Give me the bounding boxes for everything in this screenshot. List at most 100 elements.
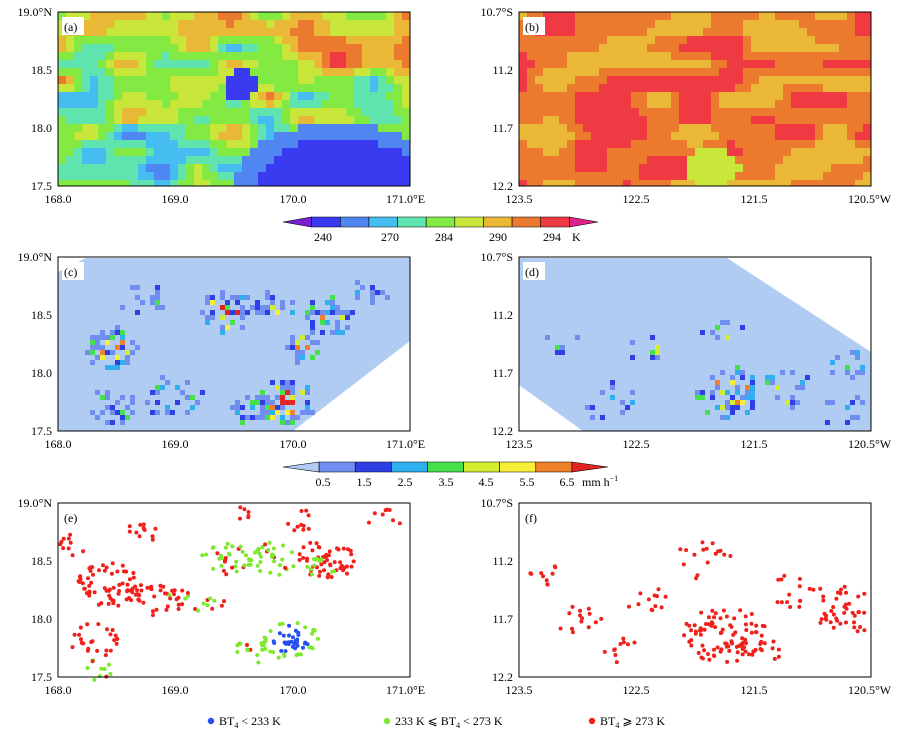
b-cells-cell-649 bbox=[783, 124, 792, 133]
a-cells-cell-917 bbox=[354, 172, 363, 181]
f-dots-dot-86 bbox=[731, 632, 736, 637]
a-cells-cell-693 bbox=[322, 132, 331, 141]
b-cells-cell-412 bbox=[647, 84, 656, 93]
a-cells-cell-715 bbox=[146, 140, 155, 149]
c-cells-cell-344 bbox=[235, 405, 240, 410]
f-dots-dot-219 bbox=[552, 564, 557, 569]
b-cells-cell-502 bbox=[663, 100, 672, 109]
d-cells-cell-112 bbox=[590, 415, 595, 420]
a-cells-cell-43 bbox=[402, 12, 411, 21]
d-cells-cell-102 bbox=[585, 405, 590, 410]
a-cells-cell-772 bbox=[250, 148, 259, 157]
f-dots-dot-115 bbox=[852, 625, 857, 630]
e-dots-dot-160 bbox=[255, 563, 260, 568]
a-cells-cell-916 bbox=[346, 172, 355, 181]
b-cells-cell-631 bbox=[639, 124, 648, 133]
b-cells-cell-468 bbox=[743, 92, 752, 101]
b-cells-cell-734 bbox=[759, 140, 768, 149]
b-cells-cell-915 bbox=[799, 172, 808, 181]
a-cells-cell-766 bbox=[202, 148, 211, 157]
b-cells-cell-958 bbox=[791, 180, 800, 187]
d-cells-cell-69 bbox=[765, 380, 770, 385]
b-cells-cell-728 bbox=[711, 140, 720, 149]
a-cells-cell-433 bbox=[354, 84, 363, 93]
e-dots-dot-133 bbox=[224, 572, 229, 577]
b-cells-cell-3 bbox=[543, 12, 552, 21]
a-cells-cell-518 bbox=[330, 100, 339, 109]
b-cells-cell-166 bbox=[791, 36, 800, 45]
b-cells-cell-860 bbox=[711, 164, 720, 173]
a-cells-cell-389 bbox=[354, 76, 363, 85]
a-cells-cell-241 bbox=[226, 52, 235, 61]
f-dots-dot-34 bbox=[735, 658, 740, 663]
b-cells-cell-758 bbox=[599, 148, 608, 157]
b-cells-cell-656 bbox=[839, 124, 848, 133]
d-cells-cell-55 bbox=[750, 380, 755, 385]
a-cells-cell-463 bbox=[242, 92, 251, 101]
b-cells-cell-480 bbox=[839, 92, 848, 101]
b-cells-cell-867 bbox=[767, 164, 776, 173]
b-cells-cell-485 bbox=[527, 100, 536, 109]
a-cells-cell-316 bbox=[122, 68, 131, 77]
b-cells-cell-283 bbox=[671, 60, 680, 69]
e-dots-dot-55 bbox=[102, 586, 107, 591]
a-cells-cell-507 bbox=[242, 100, 251, 109]
e-dots-dot-263 bbox=[96, 622, 101, 627]
b-cells-cell-113 bbox=[719, 28, 728, 37]
c-cells-cell-370 bbox=[295, 345, 300, 350]
a-cells-cell-181 bbox=[98, 44, 107, 53]
f-dots-dot-5 bbox=[749, 612, 754, 616]
d-cells-cell-22 bbox=[720, 370, 725, 375]
a-cells-cell-467 bbox=[274, 92, 283, 101]
a-cells-cell-14 bbox=[170, 12, 179, 21]
b-cells-cell-747 bbox=[863, 140, 872, 149]
b-cells-cell-726 bbox=[695, 140, 704, 149]
b-cells-cell-766 bbox=[663, 148, 672, 157]
b-cells-cell-748 bbox=[519, 148, 528, 157]
a-cells-cell-556 bbox=[282, 108, 291, 117]
b-cells-cell-600 bbox=[743, 116, 752, 125]
f-dots-dot-184 bbox=[829, 609, 834, 613]
a-cells-cell-714 bbox=[138, 140, 147, 149]
b-cells-cell-2 bbox=[535, 12, 544, 21]
a-cells-cell-707 bbox=[82, 140, 91, 149]
a-cells-cell-814 bbox=[234, 156, 243, 165]
a-cells-cell-587 bbox=[178, 116, 187, 125]
a-cells-cell-484 bbox=[58, 100, 67, 109]
a-cells-cell-110 bbox=[234, 28, 243, 37]
b-cells-cell-269 bbox=[559, 60, 568, 69]
d-cells-cell-18 bbox=[705, 410, 710, 415]
panel-d-ytick-3: 12.2 bbox=[492, 424, 513, 438]
c-cells-cell-74 bbox=[135, 285, 140, 290]
b-cells-cell-143 bbox=[607, 36, 616, 45]
b-cells-cell-928 bbox=[551, 180, 560, 187]
d-cells-cell-108 bbox=[600, 390, 605, 395]
f-dots-dot-188 bbox=[632, 640, 637, 645]
a-cells-cell-254 bbox=[330, 52, 339, 61]
a-cells-cell-573 bbox=[66, 116, 75, 125]
a-cells-cell-680 bbox=[218, 132, 227, 141]
a-cells-cell-732 bbox=[282, 140, 291, 149]
a-cells-cell-55 bbox=[146, 20, 155, 29]
cb1-cells-seg-6 bbox=[454, 216, 484, 228]
e-dots-dot-291 bbox=[70, 553, 75, 558]
d-cells-cell-101 bbox=[610, 385, 615, 390]
e-dots-dot-173 bbox=[258, 554, 263, 559]
b-cells-cell-524 bbox=[839, 100, 848, 109]
e-dots-dot-204 bbox=[345, 571, 349, 576]
a-cells-cell-189 bbox=[162, 44, 171, 53]
f-dots-dot-130 bbox=[850, 610, 855, 615]
a-cells-cell-68 bbox=[250, 20, 259, 29]
panel-f-label-box bbox=[523, 508, 545, 526]
b-cells-cell-147 bbox=[639, 36, 648, 45]
a-cells-cell-600 bbox=[282, 116, 291, 125]
c-cells-cell-17 bbox=[115, 355, 120, 360]
e-dots-dot-37 bbox=[78, 574, 83, 579]
b-cells-cell-172 bbox=[839, 36, 848, 45]
b-cells-cell-272 bbox=[583, 60, 592, 69]
b-cells-cell-350 bbox=[855, 68, 864, 77]
b-cells-cell-565 bbox=[815, 108, 824, 117]
c-cells-cell-354 bbox=[290, 340, 295, 345]
a-cells-cell-524 bbox=[378, 100, 387, 109]
f-dots-dot-135 bbox=[653, 604, 658, 609]
